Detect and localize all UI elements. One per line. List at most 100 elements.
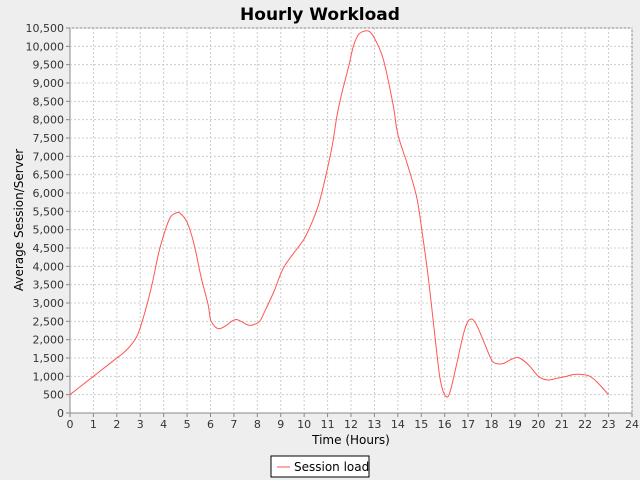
x-tick-label: 22 — [578, 418, 592, 431]
data-point — [70, 394, 71, 395]
data-point — [264, 312, 265, 313]
x-tick-label: 13 — [367, 418, 381, 431]
data-point — [449, 394, 450, 395]
data-point — [318, 205, 319, 206]
data-point — [519, 358, 520, 359]
x-tick-label: 16 — [438, 418, 452, 431]
data-point — [325, 178, 326, 179]
data-point — [348, 66, 349, 67]
data-point — [341, 94, 342, 95]
x-tick-label: 6 — [207, 418, 214, 431]
y-tick-label: 6,000 — [33, 187, 65, 200]
chart-title: Hourly Workload — [240, 5, 400, 25]
y-tick-label: 8,000 — [33, 114, 65, 127]
data-point — [252, 325, 253, 326]
y-tick-label: 7,500 — [33, 132, 65, 145]
data-point — [472, 319, 473, 320]
data-point — [166, 227, 167, 228]
data-point — [215, 326, 216, 327]
data-point — [304, 238, 305, 239]
y-tick-label: 4,000 — [33, 260, 65, 273]
x-tick-label: 5 — [184, 418, 191, 431]
data-point — [123, 352, 124, 353]
data-point — [596, 381, 597, 382]
data-point — [393, 105, 394, 106]
y-tick-label: 3,500 — [33, 279, 65, 292]
data-point — [538, 376, 539, 377]
x-tick-label: 20 — [531, 418, 545, 431]
y-tick-label: 9,000 — [33, 77, 65, 90]
data-point — [285, 264, 286, 265]
data-point — [145, 312, 146, 313]
data-point — [503, 363, 504, 364]
data-point — [311, 224, 312, 225]
data-point — [105, 367, 106, 368]
x-tick-label: 7 — [230, 418, 237, 431]
data-point — [557, 378, 558, 379]
x-tick-label: 1 — [90, 418, 97, 431]
data-point — [81, 385, 82, 386]
x-tick-label: 3 — [137, 418, 144, 431]
x-tick-label: 14 — [391, 418, 405, 431]
legend-box — [270, 455, 370, 478]
data-point — [112, 361, 113, 362]
x-tick-label: 2 — [113, 418, 120, 431]
x-tick-label: 4 — [160, 418, 167, 431]
data-point — [180, 213, 181, 214]
x-tick-label: 8 — [254, 418, 261, 431]
data-point — [529, 365, 530, 366]
y-tick-label: 5,500 — [33, 205, 65, 218]
data-point — [201, 277, 202, 278]
data-point — [608, 394, 609, 395]
data-point — [428, 277, 429, 278]
data-point — [468, 321, 469, 322]
y-tick-label: 6,500 — [33, 169, 65, 182]
data-point — [376, 42, 377, 43]
data-point — [194, 244, 195, 245]
x-tick-label: 24 — [625, 418, 639, 431]
data-point — [444, 394, 445, 395]
y-tick-label: 3,000 — [33, 297, 65, 310]
y-tick-label: 10,000 — [26, 40, 65, 53]
y-tick-label: 4,500 — [33, 242, 65, 255]
data-point — [175, 213, 176, 214]
y-tick-label: 1,000 — [33, 370, 65, 383]
x-tick-label: 9 — [277, 418, 284, 431]
data-point — [416, 196, 417, 197]
data-point — [582, 374, 583, 375]
data-point — [259, 321, 260, 322]
data-point — [152, 284, 153, 285]
data-point — [463, 334, 464, 335]
data-point — [332, 145, 333, 146]
data-point — [93, 376, 94, 377]
data-point — [383, 61, 384, 62]
data-point — [496, 363, 497, 364]
x-tick-label: 12 — [344, 418, 358, 431]
axes: 0 500 1,000 1,500 2,000 2,500 3,000 3,500 4,000 4… — [26, 22, 640, 431]
x-tick-label: 23 — [602, 418, 616, 431]
y-tick-label: 2,000 — [33, 334, 65, 347]
legend-label: Session load — [294, 460, 369, 474]
data-point — [208, 304, 209, 305]
data-point — [491, 359, 492, 360]
data-point — [477, 326, 478, 327]
data-point — [362, 31, 363, 32]
data-point — [130, 345, 131, 346]
data-point — [294, 251, 295, 252]
data-point — [170, 216, 171, 217]
data-point — [421, 226, 422, 227]
data-point — [231, 321, 232, 322]
x-tick-label: 15 — [414, 418, 428, 431]
y-tick-label: 0 — [57, 407, 64, 420]
series-layer — [69, 30, 609, 398]
series-line-session-load — [69, 30, 609, 398]
x-axis-label: Time (Hours) — [311, 433, 390, 447]
x-tick-label: 18 — [485, 418, 499, 431]
y-tick-label: 2,500 — [33, 315, 65, 328]
data-point — [138, 334, 139, 335]
x-tick-label: 17 — [461, 418, 475, 431]
data-point — [573, 374, 574, 375]
data-point — [210, 319, 211, 320]
